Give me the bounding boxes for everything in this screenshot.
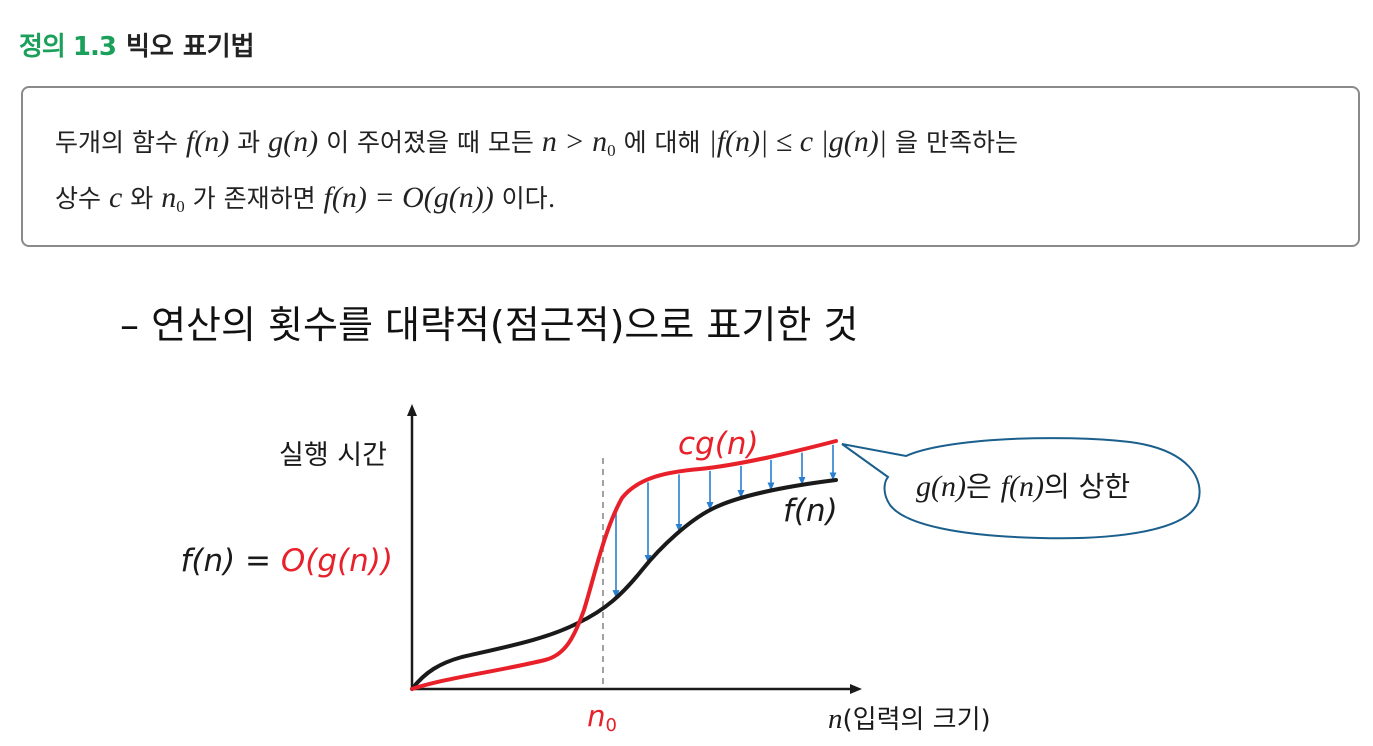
n0-label: n0 [587,699,617,736]
definition-text: 상수 [55,184,109,213]
f-curve [410,478,838,691]
f-label: f(n) [783,493,838,529]
definition-line-2: 상수 c 와 n0 가 존재하면 f(n) = O(g(n)) 이다. [55,179,556,217]
definition-text: 두개의 함수 [55,128,186,157]
math-expression: f(n) = O(g(n)) [323,181,494,214]
relation-label: f(n) = O(g(n)) [180,543,393,579]
cg-label: cg(n) [678,426,759,462]
definition-text: 과 [229,128,269,157]
definition-text: 가 존재하면 [184,184,324,213]
math-expression: n0 [161,181,185,216]
y-axis-label: 실행 시간 [279,440,387,471]
definition-text: 이 주어졌을 때 모든 [318,128,542,157]
cg-curve [410,439,838,691]
x-axis-label: n(입력의 크기) [828,703,991,735]
definition-name: 빅오 표기법 [125,32,255,62]
math-expression: c [108,181,123,214]
definition-text: 을 만족하는 [887,128,1018,157]
definition-text: 와 [122,184,162,213]
upper-bound-arrows [612,444,837,599]
math-expression: f(n) [185,125,230,158]
callout-bubble [841,437,1201,540]
definition-number: 정의 1.3 [19,32,117,62]
math-expression: n > n0 [541,125,616,160]
math-expression: |f(n)| ≤ c |g(n)| [708,125,888,158]
big-o-diagram: 실행 시간 n0 n(입력의 크기) cg(n) f(n) f(n) = O(g… [180,404,1201,736]
definition-text: 에 대해 [615,128,709,157]
definition-text: 이다. [493,184,556,213]
definition-title: 정의 1.3 빅오 표기법 [19,26,255,63]
bullet-text: – 연산의 횟수를 대략적(점근적)으로 표기한 것 [120,303,859,347]
callout-text: g(n)은 f(n)의 상한 [916,470,1130,503]
definition-box: 두개의 함수 f(n) 과 g(n) 이 주어졌을 때 모든 n > n0 에 … [21,86,1360,247]
definition-line-1: 두개의 함수 f(n) 과 g(n) 이 주어졌을 때 모든 n > n0 에 … [55,123,1018,161]
math-expression: g(n) [268,125,319,158]
